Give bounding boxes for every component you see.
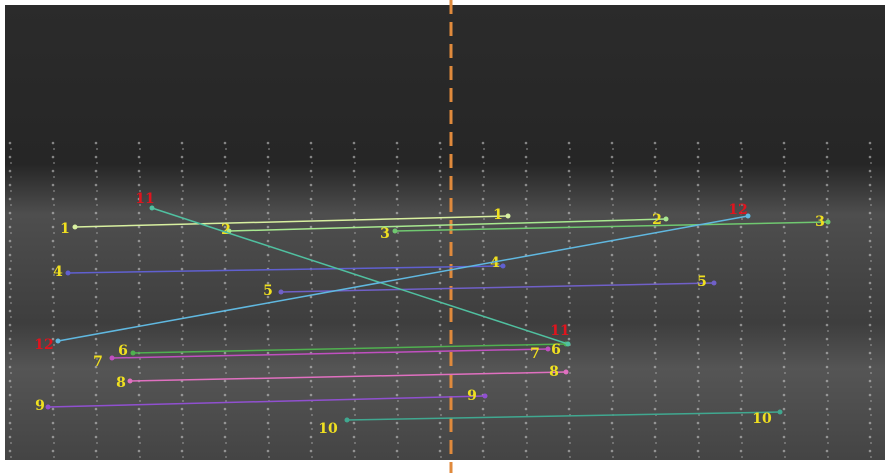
keypoint xyxy=(664,217,669,222)
keypoint xyxy=(46,405,51,410)
keypoint xyxy=(826,220,831,225)
keypoint xyxy=(73,225,78,230)
keypoint xyxy=(345,418,350,423)
match-label: 12 xyxy=(728,202,747,218)
match-label: 5 xyxy=(263,283,273,299)
match-label: 3 xyxy=(815,214,825,230)
match-label: 7 xyxy=(93,354,103,370)
match-label: 8 xyxy=(549,364,559,380)
match-label: 4 xyxy=(53,264,63,280)
match-label: 6 xyxy=(118,343,128,359)
match-label: 12 xyxy=(34,337,53,353)
keypoint xyxy=(778,410,783,415)
match-label: 3 xyxy=(380,226,390,242)
match-label: 5 xyxy=(697,274,707,290)
keypoint xyxy=(712,281,717,286)
keypoint xyxy=(66,271,71,276)
match-label: 2 xyxy=(221,222,231,238)
match-label: 7 xyxy=(530,346,540,362)
match-label: 9 xyxy=(467,388,477,404)
match-label: 1 xyxy=(60,221,70,237)
keypoint xyxy=(131,351,136,356)
match-label: 9 xyxy=(35,398,45,414)
keypoint xyxy=(483,394,488,399)
match-label: 11 xyxy=(550,323,569,339)
keypoint xyxy=(56,339,61,344)
keypoint xyxy=(128,379,133,384)
keypoint xyxy=(393,229,398,234)
keypoint xyxy=(279,290,284,295)
keypoint xyxy=(546,347,551,352)
keypoint xyxy=(110,356,115,361)
match-label: 10 xyxy=(752,411,772,427)
match-label: 11 xyxy=(135,191,154,207)
keypoint xyxy=(566,342,571,347)
match-label: 8 xyxy=(116,375,126,391)
match-label: 10 xyxy=(318,421,338,437)
keypoint xyxy=(564,370,569,375)
match-label: 1 xyxy=(493,207,503,223)
stitched-image: 112233445566778899101011111212 xyxy=(0,0,885,473)
match-label: 6 xyxy=(551,342,561,358)
keypoint xyxy=(506,214,511,219)
keypoint xyxy=(501,264,506,269)
